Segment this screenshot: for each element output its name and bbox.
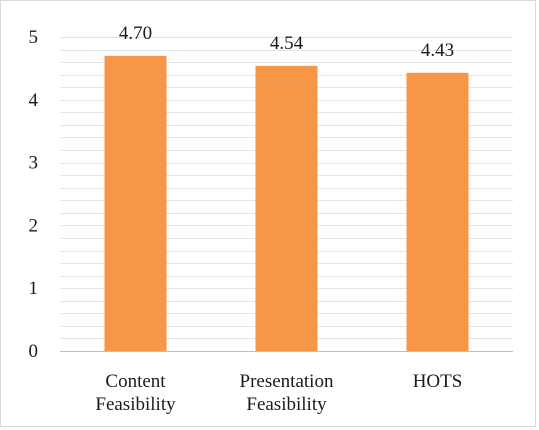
- y-tick-label: 3: [29, 153, 39, 174]
- y-tick-label: 1: [29, 278, 39, 299]
- y-axis-tick-labels: 0 1 2 3 4 5: [29, 27, 39, 362]
- y-tick-label: 0: [29, 341, 39, 362]
- data-label: 4.43: [421, 40, 454, 61]
- bar: [255, 65, 318, 351]
- x-category-label-line: Feasibility: [95, 394, 176, 415]
- bars: [104, 55, 469, 352]
- x-category-label: HOTS: [413, 371, 463, 392]
- data-label: 4.54: [270, 33, 304, 54]
- x-category-label-line: HOTS: [413, 371, 463, 392]
- bar: [406, 72, 469, 352]
- x-category-label-line: Presentation: [240, 371, 334, 392]
- data-label: 4.70: [119, 23, 152, 44]
- y-tick-label: 5: [29, 27, 39, 48]
- y-tick-label: 2: [29, 215, 39, 236]
- x-category-label: Presentation Feasibility: [240, 371, 334, 415]
- x-category-label: Content Feasibility: [95, 371, 176, 415]
- x-category-label-line: Feasibility: [246, 394, 327, 415]
- x-category-label-line: Content: [105, 371, 166, 392]
- y-tick-label: 4: [29, 90, 39, 111]
- bar: [104, 55, 167, 352]
- data-labels: 4.70 4.54 4.43: [119, 23, 454, 61]
